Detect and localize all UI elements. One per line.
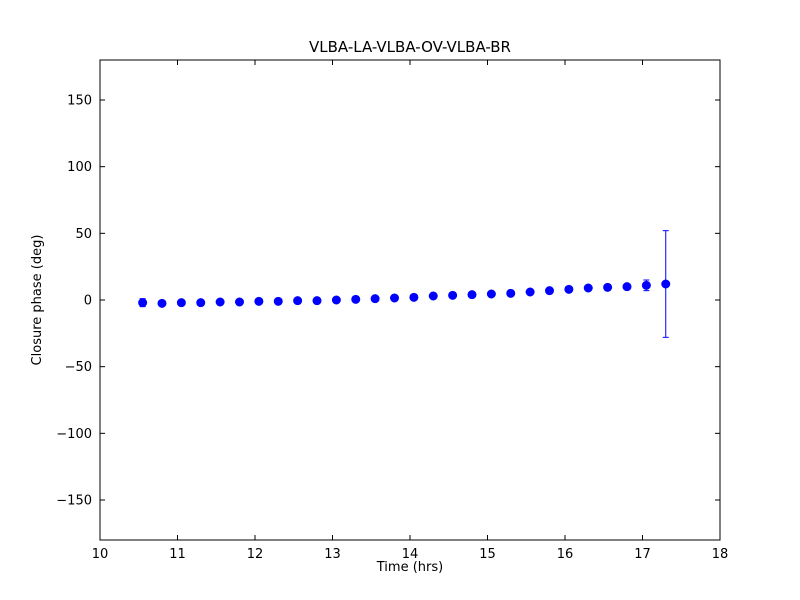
data-point bbox=[428, 291, 438, 301]
data-point bbox=[467, 290, 477, 300]
data-point bbox=[506, 288, 516, 298]
data-point bbox=[331, 295, 341, 305]
data-point bbox=[390, 293, 399, 303]
axes-frame bbox=[99, 59, 721, 541]
data-point bbox=[215, 297, 225, 307]
x-tick-label: 12 bbox=[247, 547, 264, 562]
data-point bbox=[486, 289, 496, 299]
data-point bbox=[448, 290, 458, 300]
data-point bbox=[351, 294, 361, 304]
data-point bbox=[138, 298, 148, 308]
y-tick-label: −100 bbox=[56, 427, 92, 442]
data-point bbox=[273, 296, 283, 306]
data-point bbox=[661, 279, 671, 289]
y-tick-label: −150 bbox=[56, 494, 92, 509]
data-point bbox=[409, 292, 419, 302]
data-point bbox=[157, 298, 167, 308]
x-tick-label: 11 bbox=[169, 547, 186, 562]
data-point bbox=[196, 298, 206, 308]
y-tick-label: 150 bbox=[67, 94, 92, 109]
data-point bbox=[545, 286, 554, 296]
x-tick-label: 13 bbox=[324, 547, 341, 562]
x-tick-label: 14 bbox=[402, 547, 419, 562]
data-point bbox=[293, 296, 303, 306]
data-point bbox=[312, 296, 322, 306]
data-point bbox=[235, 297, 244, 307]
data-point bbox=[370, 294, 380, 304]
data-point bbox=[525, 287, 535, 297]
y-tick-label: 100 bbox=[67, 160, 92, 175]
x-tick-label: 16 bbox=[557, 547, 574, 562]
data-point bbox=[583, 283, 593, 293]
data-point bbox=[641, 280, 651, 290]
y-tick-label: 50 bbox=[75, 227, 92, 242]
data-point bbox=[176, 298, 186, 308]
x-axis-label: Time (hrs) bbox=[376, 560, 444, 575]
data-point bbox=[254, 296, 264, 306]
x-tick-label: 10 bbox=[92, 547, 109, 562]
x-tick-label: 18 bbox=[712, 547, 729, 562]
y-tick-label: 0 bbox=[84, 294, 92, 309]
data-point bbox=[564, 284, 574, 294]
y-tick-label: −50 bbox=[65, 360, 92, 375]
data-point bbox=[603, 282, 613, 292]
x-tick-label: 17 bbox=[634, 547, 651, 562]
data-point bbox=[622, 282, 632, 292]
chart-title: VLBA-LA-VLBA-OV-VLBA-BR bbox=[309, 38, 511, 56]
x-tick-label: 15 bbox=[479, 547, 496, 562]
